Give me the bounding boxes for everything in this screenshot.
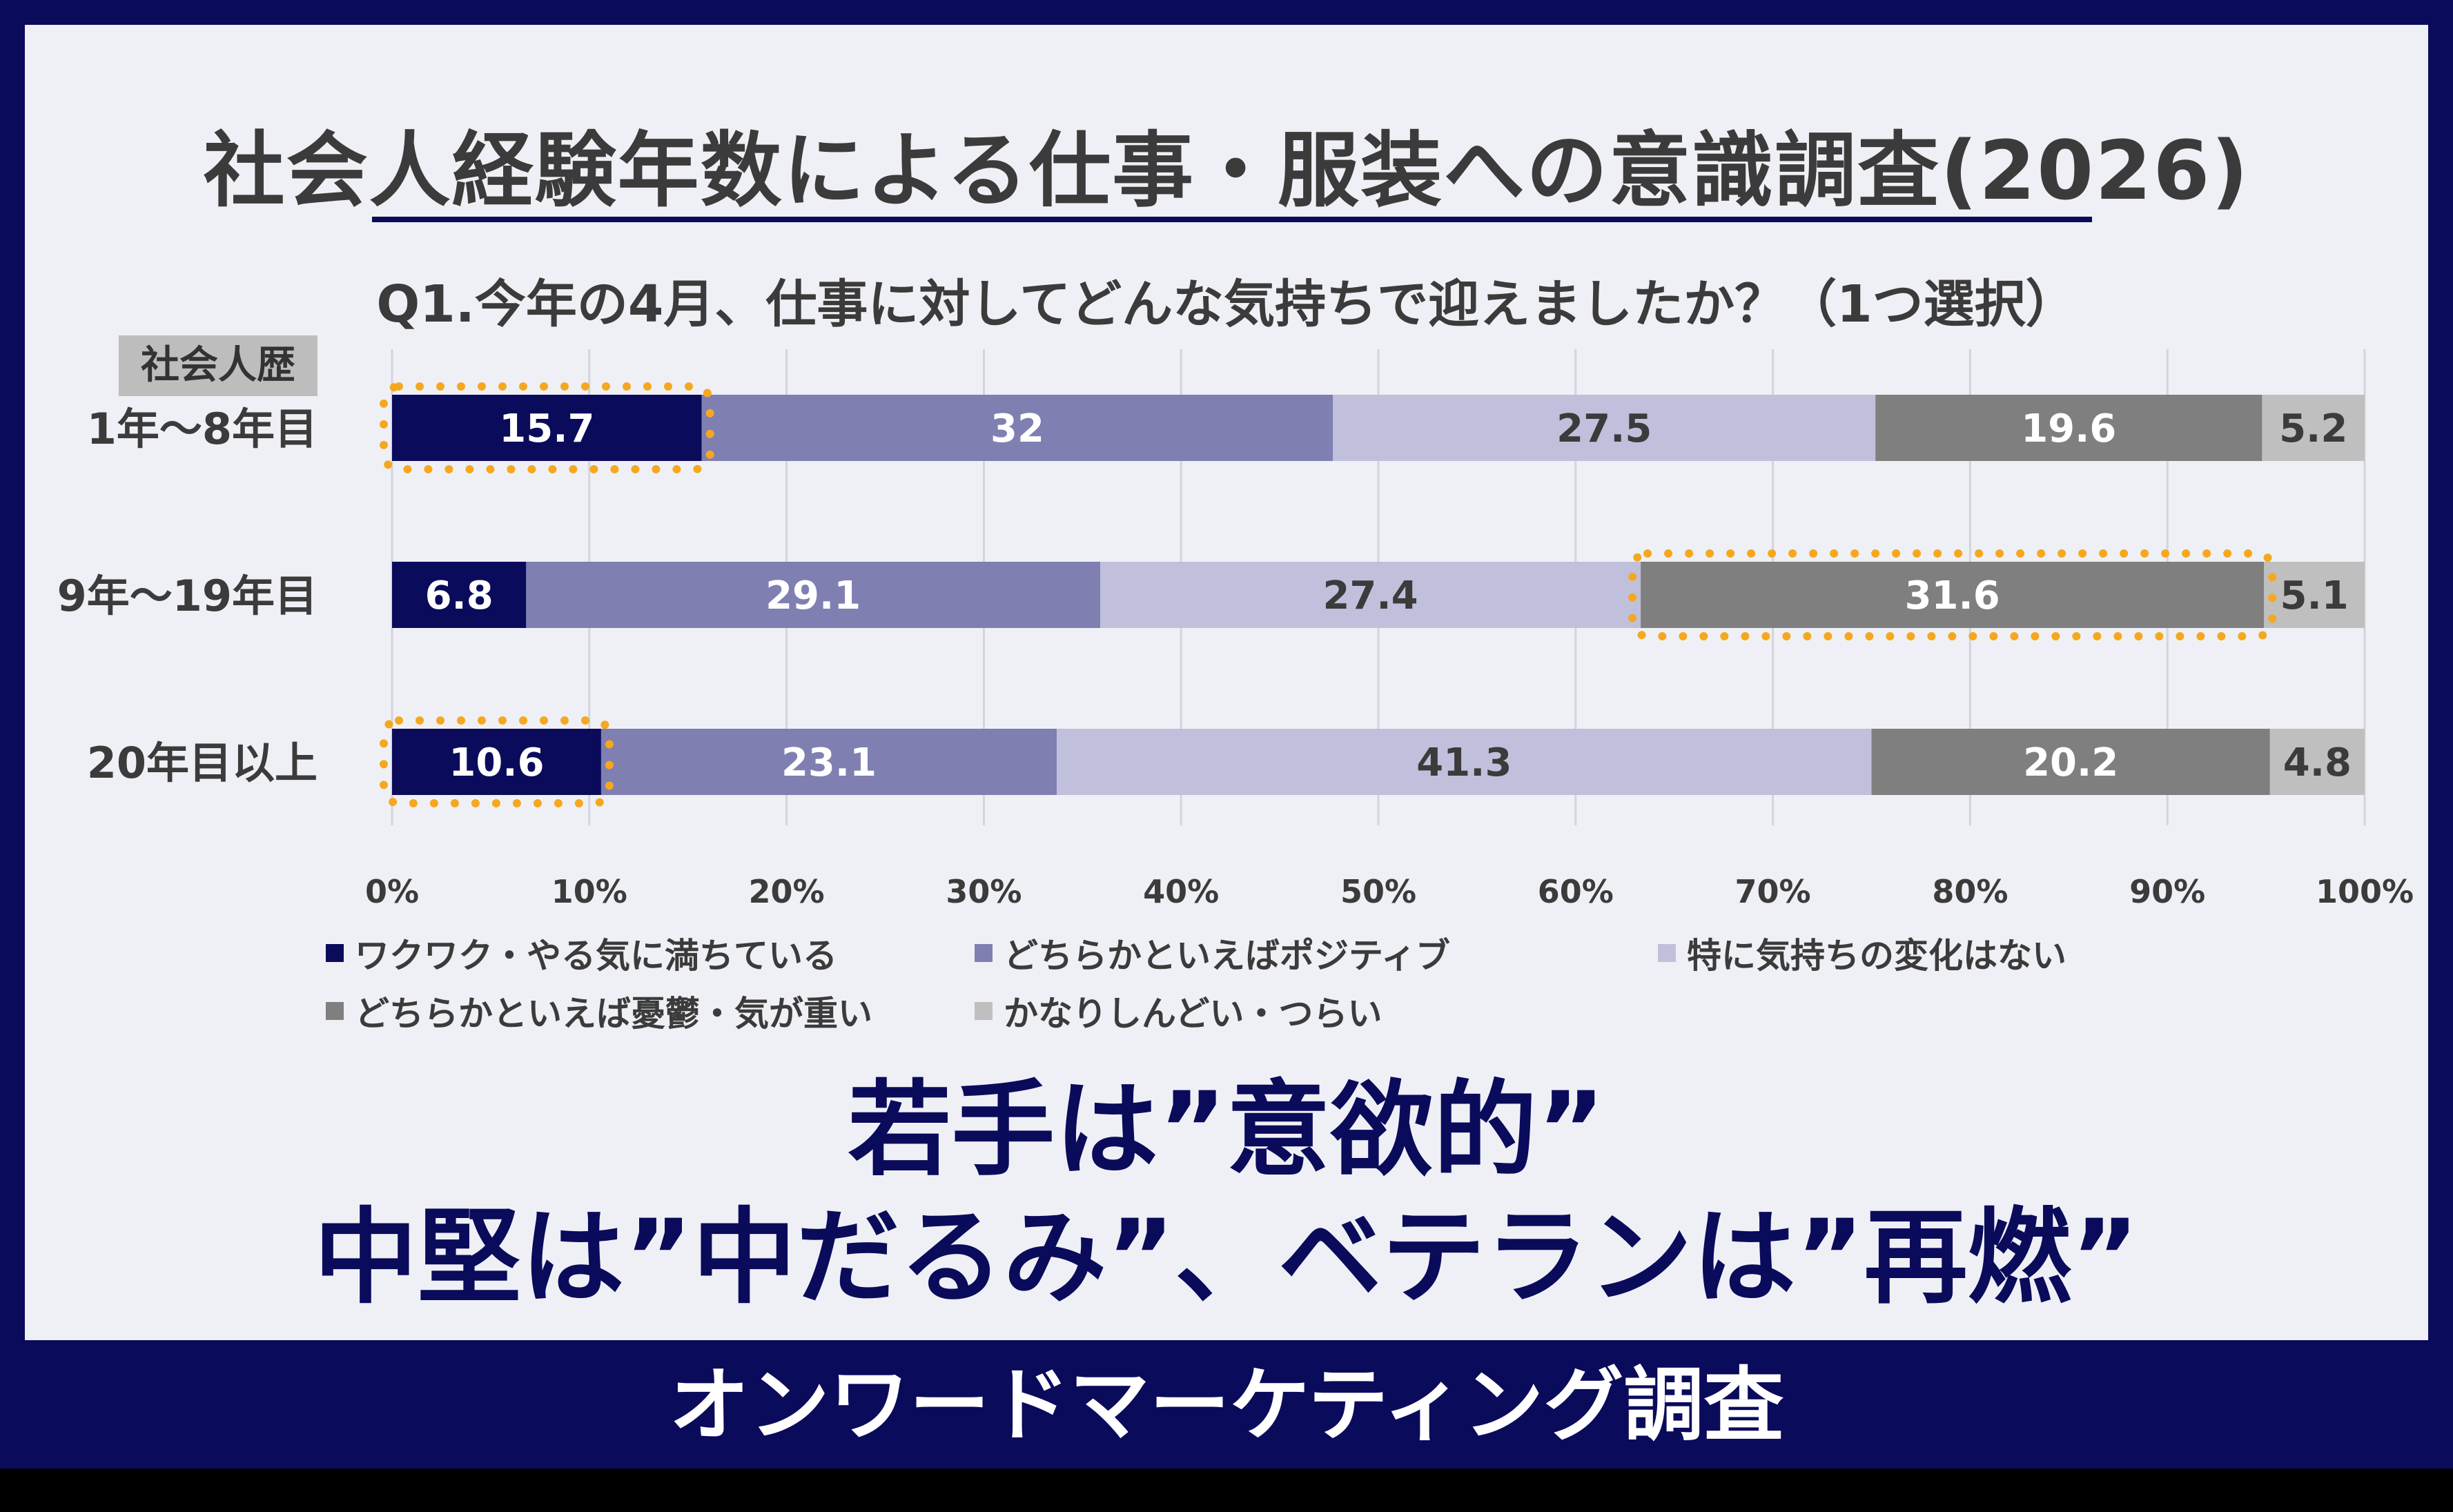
bar-segment <box>2264 562 2365 628</box>
bar-segment <box>600 729 1057 795</box>
bar-segment <box>2262 395 2365 461</box>
legend-label-4: どちらかといえば憂鬱・気が重い <box>355 994 872 1034</box>
headline-line-2: 中堅は”中だるみ”、ベテランは”再燃” <box>313 1198 2140 1318</box>
data-label: 20.2 <box>2023 740 2118 785</box>
legend-swatch-2 <box>975 944 993 962</box>
data-label: 19.6 <box>2021 406 2116 451</box>
legend-item-5: かなりしんどい・つらい <box>975 990 1382 1034</box>
data-label: 5.2 <box>2279 406 2347 451</box>
legend-swatch-3 <box>1658 944 1676 962</box>
title-divider <box>372 217 2092 222</box>
bar-segment <box>1333 395 1876 461</box>
data-label: 32 <box>990 406 1044 451</box>
bar-segment <box>392 395 702 461</box>
data-label: 27.5 <box>1556 406 1652 451</box>
data-label: 29.1 <box>765 573 861 618</box>
x-tick-label: 80% <box>1932 873 2008 910</box>
data-label: 31.6 <box>1905 573 2000 618</box>
legend-swatch-4 <box>326 1002 344 1020</box>
legend-item-4: どちらかといえば憂鬱・気が重い <box>326 990 872 1034</box>
bar-segment <box>1875 395 2263 461</box>
category-axis-header: 社会人歴 <box>119 335 317 396</box>
bar-segment <box>1641 562 2265 628</box>
legend-item-1: ワクワク・やる気に満ちている <box>326 932 837 976</box>
x-tick-label: 90% <box>2129 873 2205 910</box>
data-label: 10.6 <box>449 740 544 785</box>
highlight-outline <box>1628 549 2277 640</box>
bar-segment <box>1871 729 2270 795</box>
row-label-3: 20年目以上 <box>86 738 317 788</box>
legend-label-1: ワクワク・やる気に満ちている <box>355 936 837 976</box>
data-label: 4.8 <box>2283 740 2352 785</box>
bar-segment <box>1057 729 1872 795</box>
bar-segment <box>392 729 601 795</box>
bar-segment <box>2269 729 2365 795</box>
page-title: 社会人経験年数による仕事・服装への意識調査(2026) <box>203 123 2250 218</box>
bar-segment <box>526 562 1101 628</box>
footer-source: オンワードマーケティング調査 <box>669 1359 1784 1452</box>
x-tick-label: 40% <box>1143 873 1219 910</box>
highlight-outline <box>380 716 614 807</box>
x-tick-label: 70% <box>1735 873 1811 910</box>
legend-item-3: 特に気持ちの変化はない <box>1658 932 2066 976</box>
bar-segment <box>392 562 527 628</box>
chart-legend: ワクワク・やる気に満ちている どちらかといえばポジティブ 特に気持ちの変化はない… <box>326 932 2327 1057</box>
bottom-strip <box>0 1469 2453 1512</box>
legend-swatch-5 <box>975 1002 993 1020</box>
bar-segment <box>1100 562 1641 628</box>
x-tick-label: 60% <box>1538 873 1614 910</box>
bar-segment <box>701 395 1333 461</box>
stacked-bar-chart: 0% 10% 20% 30% 40% 50% 60% 70% 80% 90% 100% 15.7 32 2… <box>365 349 2414 910</box>
legend-swatch-1 <box>326 944 344 962</box>
data-label: 27.4 <box>1322 573 1418 618</box>
data-label: 15.7 <box>499 406 594 451</box>
x-tick-label: 50% <box>1340 873 1416 910</box>
row-label-1: 1年～8年目 <box>86 404 317 454</box>
highlight-outline <box>380 382 714 473</box>
legend-label-2: どちらかといえばポジティブ <box>1004 936 1450 976</box>
data-label: 23.1 <box>781 740 877 785</box>
data-label: 6.8 <box>425 573 493 618</box>
question-text: Q1.今年の4月、仕事に対してどんな気持ちで迎えましたか？（1つ選択） <box>376 275 2077 334</box>
x-tick-label: 0% <box>365 873 419 910</box>
legend-label-3: 特に気持ちの変化はない <box>1687 936 2066 976</box>
chart-panel: 社会人経験年数による仕事・服装への意識調査(2026) Q1.今年の4月、仕事に… <box>25 25 2428 1340</box>
data-label: 5.1 <box>2280 573 2349 618</box>
x-tick-label: 20% <box>749 873 825 910</box>
x-tick-label: 100% <box>2316 873 2414 910</box>
data-label: 41.3 <box>1416 740 1512 785</box>
x-tick-label: 30% <box>946 873 1022 910</box>
x-tick-label: 10% <box>551 873 627 910</box>
legend-item-2: どちらかといえばポジティブ <box>975 932 1450 976</box>
headline-line-1: 若手は”意欲的” <box>848 1070 1605 1190</box>
legend-label-5: かなりしんどい・つらい <box>1004 994 1382 1034</box>
row-label-2: 9年～19年目 <box>57 571 317 621</box>
